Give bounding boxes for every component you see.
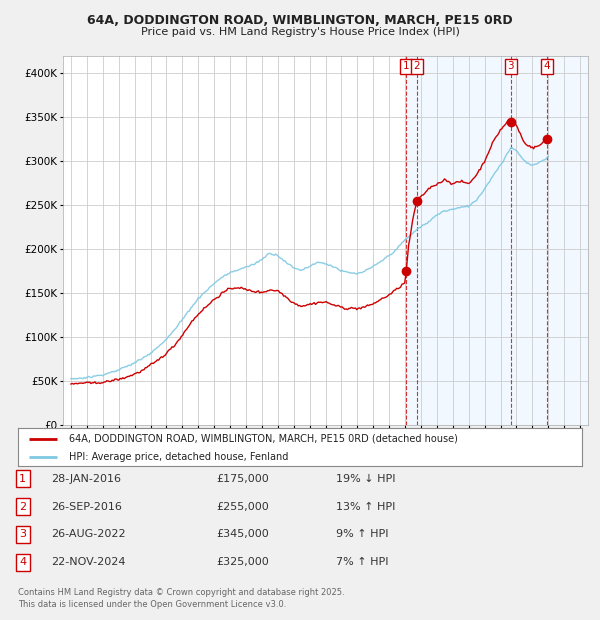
Text: 4: 4 xyxy=(544,61,550,71)
Text: 2: 2 xyxy=(413,61,420,71)
Text: This data is licensed under the Open Government Licence v3.0.: This data is licensed under the Open Gov… xyxy=(18,600,286,609)
Text: 26-SEP-2016: 26-SEP-2016 xyxy=(51,502,122,512)
Text: 22-NOV-2024: 22-NOV-2024 xyxy=(51,557,125,567)
Text: 9% ↑ HPI: 9% ↑ HPI xyxy=(336,529,389,539)
Text: 64A, DODDINGTON ROAD, WIMBLINGTON, MARCH, PE15 0RD (detached house): 64A, DODDINGTON ROAD, WIMBLINGTON, MARCH… xyxy=(69,433,458,443)
Text: 3: 3 xyxy=(508,61,514,71)
Bar xyxy=(405,56,588,425)
Text: £175,000: £175,000 xyxy=(216,474,269,484)
Text: Price paid vs. HM Land Registry's House Price Index (HPI): Price paid vs. HM Land Registry's House … xyxy=(140,27,460,37)
Text: 4: 4 xyxy=(19,557,26,567)
Text: 26-AUG-2022: 26-AUG-2022 xyxy=(51,529,125,539)
Text: £345,000: £345,000 xyxy=(216,529,269,539)
Text: 13% ↑ HPI: 13% ↑ HPI xyxy=(336,502,395,512)
Text: 7% ↑ HPI: 7% ↑ HPI xyxy=(336,557,389,567)
Text: £255,000: £255,000 xyxy=(216,502,269,512)
Text: 2: 2 xyxy=(19,502,26,512)
Text: 1: 1 xyxy=(19,474,26,484)
Text: Contains HM Land Registry data © Crown copyright and database right 2025.: Contains HM Land Registry data © Crown c… xyxy=(18,588,344,597)
Text: 3: 3 xyxy=(19,529,26,539)
Text: 1: 1 xyxy=(403,61,410,71)
Text: HPI: Average price, detached house, Fenland: HPI: Average price, detached house, Fenl… xyxy=(69,451,288,462)
Text: 19% ↓ HPI: 19% ↓ HPI xyxy=(336,474,395,484)
Text: 64A, DODDINGTON ROAD, WIMBLINGTON, MARCH, PE15 0RD: 64A, DODDINGTON ROAD, WIMBLINGTON, MARCH… xyxy=(87,14,513,27)
Text: £325,000: £325,000 xyxy=(216,557,269,567)
Text: 28-JAN-2016: 28-JAN-2016 xyxy=(51,474,121,484)
